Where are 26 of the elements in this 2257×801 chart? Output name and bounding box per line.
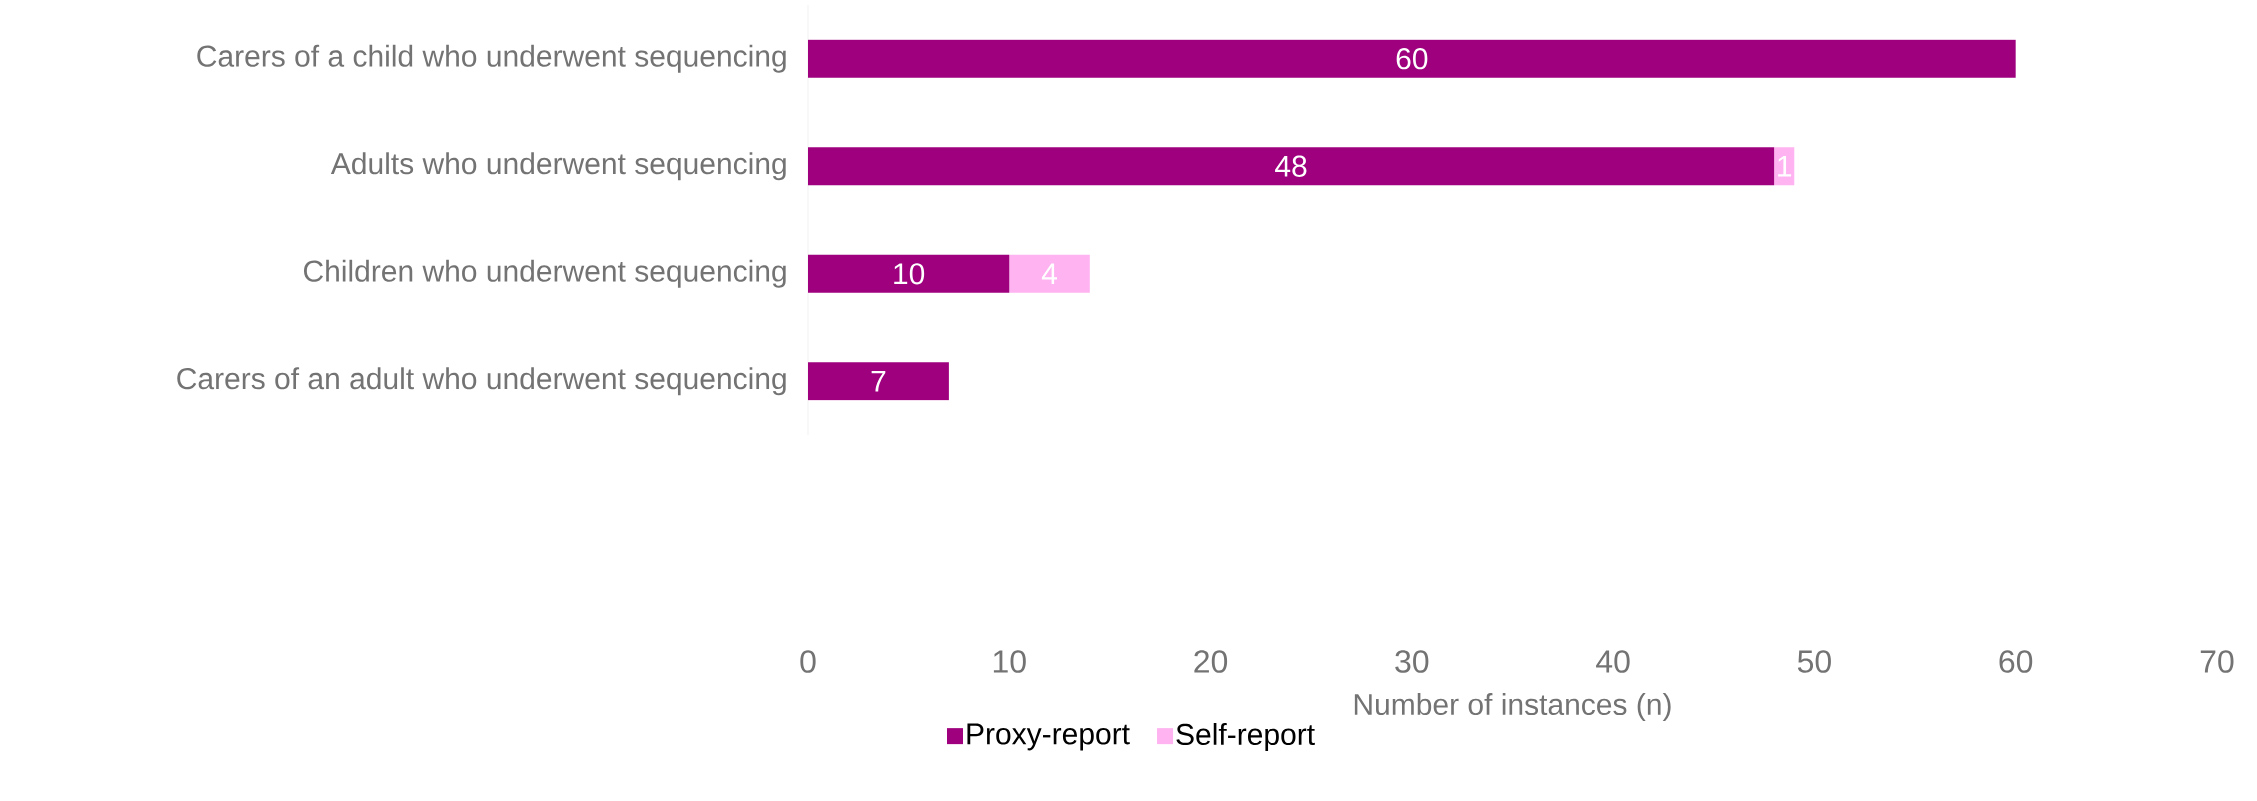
y-tick-label: Carers of an adult who underwent sequencing <box>177 367 786 396</box>
x-tick-label: 0 <box>800 650 816 673</box>
x-tick-label: 10 <box>993 650 1026 673</box>
data-label: 4 <box>1041 263 1057 285</box>
y-tick-label: Adults who underwent sequencing <box>330 152 786 181</box>
y-tick-label: Children who underwent sequencing <box>303 259 786 288</box>
data-label: 60 <box>1396 48 1428 70</box>
data-label: 48 <box>1275 155 1307 177</box>
x-axis-title: Number of instances (n) <box>1354 693 1671 722</box>
legend-label: Proxy-report <box>967 723 1130 751</box>
x-tick-label: 70 <box>2200 650 2234 673</box>
x-tick-label: 40 <box>1596 650 1630 673</box>
bar <box>807 39 2016 78</box>
legend-label: Self-report <box>1176 723 1315 751</box>
x-tick-label: 50 <box>1797 650 1831 673</box>
bar <box>807 254 1010 293</box>
x-tick-label: 30 <box>1395 650 1429 673</box>
data-label: 10 <box>894 263 925 285</box>
data-label: 7 <box>871 370 886 392</box>
data-label: 1 <box>1778 155 1792 177</box>
x-tick-label: 60 <box>1999 650 2033 673</box>
bar <box>1009 254 1090 293</box>
bar <box>807 147 1775 186</box>
bar <box>807 362 949 401</box>
x-tick-label: 20 <box>1194 650 1228 673</box>
y-tick-label: Carers of a child who underwent sequencing <box>197 44 786 73</box>
